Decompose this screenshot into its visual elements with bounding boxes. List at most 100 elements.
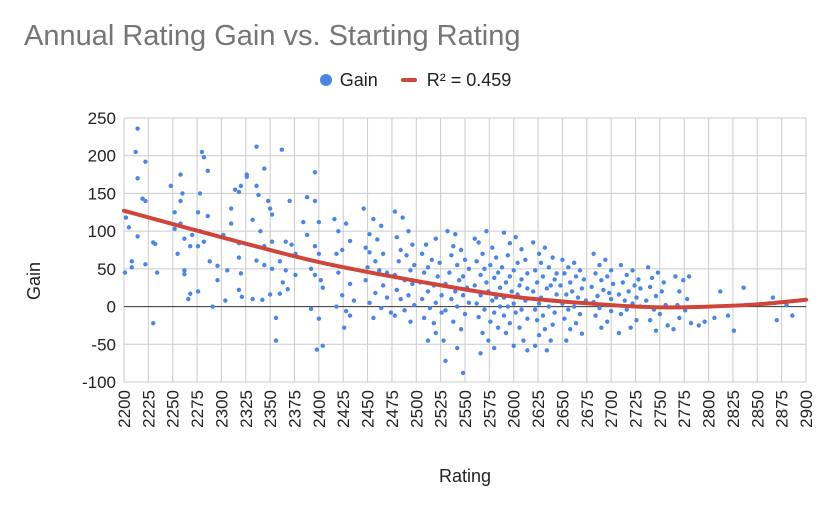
- data-point: [312, 170, 318, 175]
- data-point: [451, 244, 456, 249]
- data-point: [254, 258, 259, 263]
- data-point: [499, 265, 505, 270]
- data-point: [476, 240, 481, 245]
- data-point: [262, 262, 267, 268]
- data-point: [250, 217, 255, 223]
- data-point: [123, 215, 129, 220]
- data-point: [577, 311, 583, 317]
- data-point: [653, 293, 659, 299]
- data-point: [628, 325, 633, 330]
- x-tick-label: 2500: [407, 390, 426, 428]
- legend-item-gain[interactable]: Gain: [319, 70, 378, 91]
- x-tick-label: 2450: [359, 390, 378, 428]
- data-point: [199, 149, 205, 155]
- data-point: [460, 293, 466, 298]
- data-point: [532, 343, 538, 348]
- data-point: [336, 228, 341, 234]
- data-point: [441, 338, 446, 343]
- data-point: [503, 330, 509, 336]
- data-point: [312, 244, 318, 249]
- data-point: [546, 265, 551, 270]
- data-point: [575, 295, 581, 300]
- data-point: [601, 287, 606, 293]
- data-point: [351, 298, 357, 303]
- data-point: [661, 280, 666, 285]
- data-point: [554, 271, 559, 276]
- data-point: [238, 183, 244, 189]
- data-point: [172, 210, 177, 215]
- data-point: [250, 296, 255, 302]
- data-point: [501, 313, 507, 318]
- data-point: [618, 311, 624, 317]
- data-point: [122, 270, 128, 275]
- data-point: [380, 251, 386, 256]
- data-point: [332, 216, 337, 222]
- data-point: [168, 183, 173, 189]
- data-point: [429, 257, 435, 263]
- data-point: [599, 325, 604, 330]
- data-point: [616, 292, 622, 297]
- data-point: [478, 272, 483, 278]
- data-point: [554, 292, 559, 297]
- data-point: [186, 296, 191, 302]
- data-point: [126, 225, 132, 230]
- data-point: [363, 245, 368, 250]
- data-point: [423, 242, 429, 247]
- data-point: [154, 270, 160, 275]
- data-point: [634, 317, 639, 323]
- data-point: [538, 260, 544, 266]
- data-point: [410, 281, 415, 287]
- data-point: [509, 289, 514, 294]
- data-point: [379, 223, 384, 229]
- data-point: [343, 221, 349, 226]
- data-point: [437, 260, 442, 266]
- data-point: [665, 323, 670, 328]
- data-point: [458, 327, 464, 332]
- data-point: [236, 189, 242, 195]
- data-point: [511, 268, 516, 273]
- data-point: [340, 293, 345, 298]
- data-point: [492, 310, 497, 315]
- data-point: [466, 300, 472, 305]
- data-point: [523, 257, 528, 263]
- data-point: [684, 296, 690, 302]
- data-point: [731, 328, 737, 333]
- data-point: [265, 198, 271, 204]
- x-tick-label: 2350: [261, 390, 280, 428]
- data-point: [525, 348, 530, 353]
- data-point: [718, 289, 723, 294]
- data-point: [589, 284, 594, 290]
- data-point: [316, 219, 322, 225]
- data-point: [495, 325, 501, 330]
- data-point: [239, 294, 245, 299]
- data-point: [696, 323, 702, 328]
- x-axis-ticks: 2200 2225 2250 2275 2300 2325 2350 2375 2400 2425…: [115, 390, 816, 428]
- x-tick-label: 2900: [797, 390, 816, 428]
- data-point: [215, 277, 220, 283]
- data-point: [562, 271, 567, 276]
- data-point: [770, 295, 776, 300]
- legend-item-trendline[interactable]: R² = 0.459: [400, 70, 511, 91]
- data-point: [129, 259, 134, 264]
- data-point: [443, 308, 448, 313]
- data-point: [488, 319, 493, 324]
- data-point: [419, 296, 425, 302]
- data-point: [363, 277, 368, 283]
- data-point: [548, 338, 553, 343]
- data-point: [573, 320, 579, 326]
- data-point: [445, 228, 450, 234]
- data-point: [425, 289, 431, 294]
- data-point: [536, 333, 542, 338]
- data-point: [513, 310, 518, 315]
- data-point: [702, 319, 707, 324]
- data-point: [517, 283, 522, 288]
- data-point: [293, 272, 298, 278]
- data-point: [566, 265, 571, 270]
- data-point: [503, 280, 509, 285]
- data-point: [490, 245, 495, 250]
- data-point: [433, 236, 438, 241]
- data-point: [394, 234, 399, 240]
- data-point: [507, 320, 513, 326]
- data-point: [484, 280, 489, 285]
- data-point: [172, 226, 177, 232]
